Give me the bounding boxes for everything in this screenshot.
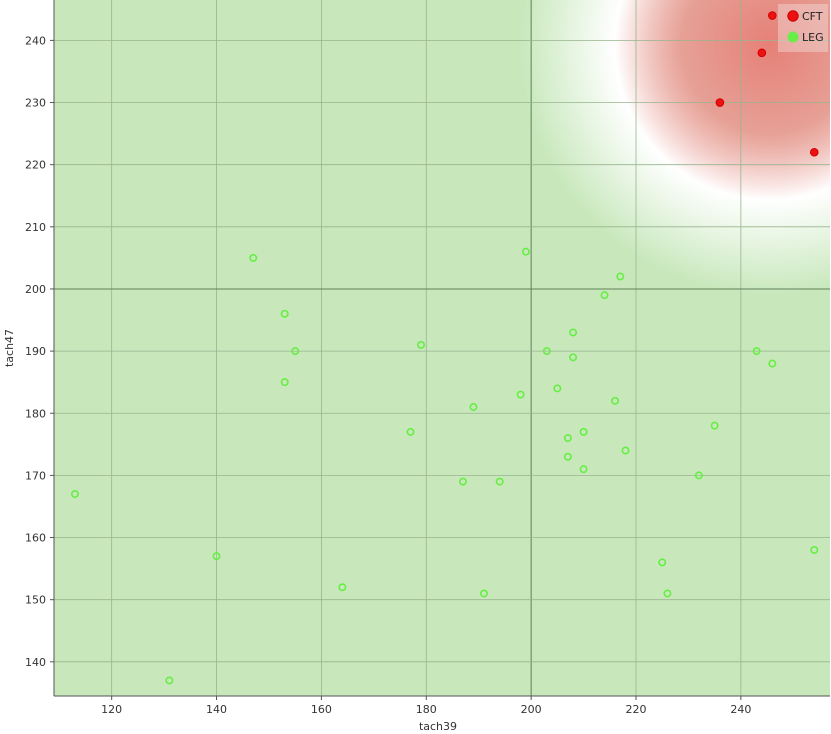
leg-point	[338, 583, 347, 592]
y-tick-label: 190	[25, 345, 46, 358]
cft-point	[715, 98, 725, 107]
leg-point	[249, 253, 258, 262]
leg-point	[212, 552, 221, 561]
leg-point	[563, 452, 572, 461]
leg-point	[579, 427, 588, 436]
leg-point	[495, 477, 504, 486]
leg-point	[752, 347, 761, 356]
y-tick-label: 180	[25, 407, 46, 420]
x-axis-title: tach39	[419, 720, 457, 733]
leg-point	[417, 340, 426, 349]
leg-point	[516, 390, 525, 399]
leg-point	[563, 434, 572, 443]
leg-point	[165, 676, 174, 685]
cft-region-shading	[54, 0, 830, 696]
leg-point	[280, 309, 289, 318]
x-tick-label: 140	[206, 703, 227, 716]
cft-point	[809, 147, 819, 157]
x-axis-ticks: 120 140 160 180 200 220 240	[101, 696, 751, 716]
y-tick-label: 200	[25, 283, 46, 296]
leg-point	[542, 347, 551, 356]
leg-point	[579, 465, 588, 474]
leg-point	[611, 396, 620, 405]
leg-point	[553, 384, 562, 393]
y-tick-label: 220	[25, 159, 46, 172]
leg-point	[616, 272, 625, 281]
y-tick-label: 240	[25, 34, 46, 47]
y-tick-label: 160	[25, 532, 46, 545]
leg-legend-marker	[787, 31, 799, 43]
cft-legend-label: CFT	[802, 10, 823, 23]
leg-point	[658, 558, 667, 567]
leg-point	[663, 589, 672, 598]
y-tick-label: 150	[25, 594, 46, 607]
leg-point	[521, 247, 530, 256]
x-tick-label: 200	[521, 703, 542, 716]
leg-point	[458, 477, 467, 486]
legend: CFT LEG	[778, 4, 828, 52]
leg-point	[694, 471, 703, 480]
leg-point	[768, 359, 777, 368]
cft-point	[768, 11, 777, 20]
leg-point	[710, 421, 719, 430]
leg-point	[569, 328, 578, 337]
y-tick-label: 140	[25, 656, 46, 669]
cft-point	[757, 48, 767, 58]
leg-point	[810, 545, 819, 554]
y-tick-label: 210	[25, 221, 46, 234]
leg-legend-label: LEG	[802, 31, 824, 44]
data-points	[70, 11, 819, 685]
leg-point	[600, 291, 609, 300]
y-axis-ticks: 140 150 160 170 180 190 200 210 220 230 240	[25, 34, 54, 669]
leg-point	[291, 347, 300, 356]
x-tick-label: 220	[626, 703, 647, 716]
leg-point	[70, 490, 79, 499]
x-tick-label: 120	[101, 703, 122, 716]
leg-point	[280, 378, 289, 387]
leg-point	[406, 427, 415, 436]
cft-legend-marker	[787, 10, 799, 22]
leg-point	[621, 446, 630, 455]
y-axis-title: tach47	[3, 329, 16, 367]
x-tick-label: 240	[730, 703, 751, 716]
legend-box	[778, 4, 828, 52]
leg-point	[469, 403, 478, 412]
leg-point	[479, 589, 488, 598]
grid-lines	[54, 0, 830, 696]
x-tick-label: 160	[311, 703, 332, 716]
leg-point	[569, 353, 578, 362]
x-tick-label: 180	[416, 703, 437, 716]
y-tick-label: 230	[25, 97, 46, 110]
y-tick-label: 170	[25, 469, 46, 482]
